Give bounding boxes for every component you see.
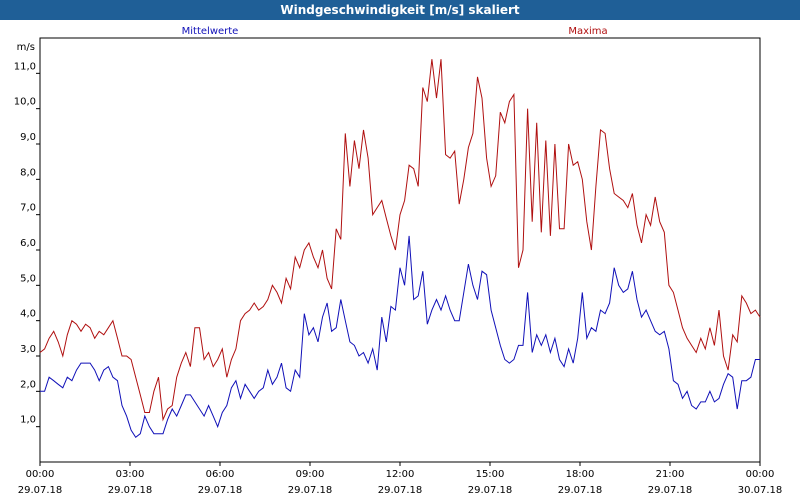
legend-mittelwerte: Mittelwerte (182, 26, 239, 37)
x-tick-date: 29.07.18 (648, 485, 693, 496)
x-tick-date: 29.07.18 (288, 485, 333, 496)
y-tick-label: 7,0 (20, 203, 36, 214)
y-tick-label: 5,0 (20, 273, 36, 284)
y-tick-label: 3,0 (20, 344, 36, 355)
x-tick-time: 12:00 (386, 469, 415, 480)
x-tick-time: 00:00 (746, 469, 775, 480)
series-line-mittelwerte (40, 235, 760, 439)
y-tick-label: 11,0 (14, 61, 36, 72)
y-tick-label: 4,0 (20, 309, 36, 320)
y-tick-label: 10,0 (14, 97, 36, 108)
x-tick-time: 21:00 (656, 469, 685, 480)
y-tick-label: 6,0 (20, 238, 36, 249)
x-tick-date: 29.07.18 (108, 485, 153, 496)
x-tick-time: 15:00 (476, 469, 505, 480)
y-tick-label: 1,0 (20, 415, 36, 426)
series-line-maxima (39, 59, 761, 422)
y-axis-label: m/s (17, 42, 35, 53)
y-tick-label: 2,0 (20, 379, 36, 390)
x-tick-time: 06:00 (206, 469, 235, 480)
x-tick-date: 29.07.18 (558, 485, 603, 496)
chart-title: Windgeschwindigkeit [m/s] skaliert (280, 3, 520, 17)
plot-frame (39, 37, 761, 463)
x-tick-date: 29.07.18 (18, 485, 63, 496)
x-tick-date: 29.07.18 (378, 485, 423, 496)
x-tick-date: 29.07.18 (468, 485, 513, 496)
y-tick-label: 8,0 (20, 167, 36, 178)
chart-title-bar: Windgeschwindigkeit [m/s] skaliert (0, 0, 800, 20)
legend-maxima: Maxima (568, 26, 607, 37)
x-tick-time: 09:00 (296, 469, 325, 480)
x-tick-date: 30.07.18 (738, 485, 783, 496)
x-tick-time: 18:00 (566, 469, 595, 480)
x-tick-time: 03:00 (116, 469, 145, 480)
x-tick-date: 29.07.18 (198, 485, 243, 496)
y-tick-label: 9,0 (20, 132, 36, 143)
x-tick-time: 00:00 (26, 469, 55, 480)
